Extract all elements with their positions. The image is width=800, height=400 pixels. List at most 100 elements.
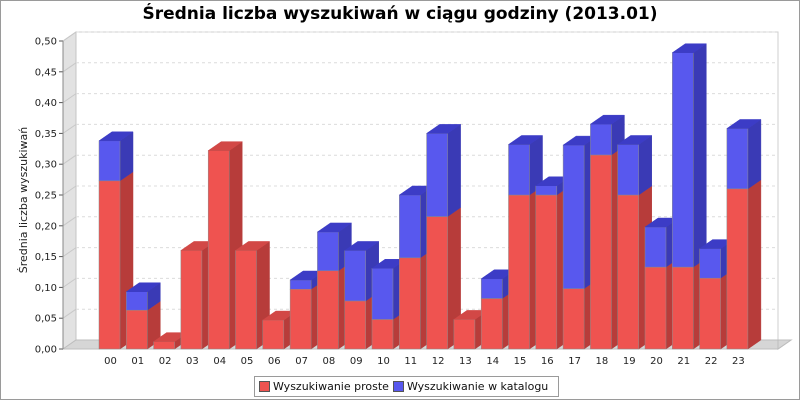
bar-00-s1	[98, 140, 121, 182]
bar-19-top	[616, 135, 653, 145]
bar-09-s1	[344, 250, 366, 302]
bar-21-s1	[672, 52, 694, 268]
legend-swatch-simple	[259, 381, 270, 392]
y-tick-label: 0,25	[35, 191, 57, 202]
legend-swatch-catalog	[392, 381, 404, 392]
y-tick-label: 0,45	[35, 67, 57, 78]
bar-08-s0	[317, 270, 339, 350]
bar-16-s1	[535, 185, 558, 196]
bar-07-s0	[289, 288, 312, 350]
bar-19-s0	[617, 194, 639, 350]
bar-05-top	[234, 241, 271, 251]
bar-19-s1-side	[638, 135, 652, 196]
legend: Wyszukiwanie proste Wyszukiwanie w katal…	[254, 376, 560, 397]
axes: 0,00 0,05 0,10 0,15 0,20 0,25 0,30 0,35 0,40 0,45…	[35, 37, 745, 368]
y-tick-label: 0,50	[35, 37, 57, 48]
bar-12-s0	[426, 216, 448, 350]
x-tick-label-03: 03	[186, 356, 199, 367]
gridline-wall	[62, 308, 77, 319]
y-tick-label: 0,30	[35, 160, 57, 171]
bar-23-s0	[726, 188, 749, 350]
gridline-wall	[62, 123, 77, 134]
bar-22-s0	[699, 277, 721, 350]
bar-23-s1	[726, 128, 749, 190]
bar-15-top	[507, 135, 544, 145]
x-tick-label-22: 22	[705, 356, 718, 367]
x-tick-label-07: 07	[295, 356, 308, 367]
y-tick-label: 0,05	[35, 314, 57, 325]
bar-series	[98, 43, 762, 350]
gridline-wall	[62, 62, 77, 73]
floor-corner	[777, 339, 793, 350]
bar-23-top	[726, 119, 762, 129]
bar-04-top	[207, 141, 244, 151]
bar-18-s1	[590, 123, 612, 156]
bar-12-top	[425, 124, 462, 134]
legend-item-simple: Wyszukiwanie proste	[259, 380, 389, 393]
bar-05-s0	[235, 250, 257, 350]
bar-04-s0	[207, 150, 230, 350]
bar-13-s0	[453, 319, 476, 350]
x-tick-label-15: 15	[514, 356, 527, 367]
y-tick-label: 0,35	[35, 129, 57, 140]
bar-01-s0	[126, 309, 148, 350]
bar-06-s0	[262, 319, 285, 350]
bar-23-s0-side	[747, 179, 762, 350]
bar-18-s0	[590, 154, 612, 350]
bar-21-s0	[672, 266, 694, 350]
gridline-wall	[62, 93, 77, 104]
bar-14-s1	[480, 278, 503, 299]
bar-17-s0	[562, 288, 585, 350]
bar-00-top	[98, 131, 134, 142]
chart-title: Średnia liczba wyszukiwań w ciągu godzin…	[142, 4, 658, 24]
gridline-wall	[62, 216, 77, 227]
bar-12-s1	[426, 133, 448, 217]
gridline-wall	[62, 31, 77, 42]
legend-item-catalog: Wyszukiwanie w katalogu	[392, 380, 548, 393]
bar-20-s1	[644, 226, 667, 268]
x-tick-label-05: 05	[241, 356, 254, 367]
bar-08-top	[316, 222, 353, 233]
bar-21-s1-side	[693, 43, 707, 268]
bar-11-s0	[399, 257, 421, 350]
x-tick-label-00: 00	[104, 356, 117, 367]
gridline-wall	[62, 277, 77, 288]
x-tick-label-10: 10	[377, 356, 390, 367]
bar-14-s0	[480, 298, 503, 350]
x-tick-label-01: 01	[131, 356, 144, 367]
x-tick-label-06: 06	[268, 356, 281, 367]
x-tick-label-23: 23	[732, 356, 745, 367]
x-tick-label-13: 13	[459, 356, 472, 367]
bar-10-s0	[371, 319, 394, 350]
x-tick-label-11: 11	[404, 356, 417, 367]
x-tick-label-16: 16	[541, 356, 554, 367]
x-tick-label-02: 02	[159, 356, 172, 367]
bar-00-s0	[98, 180, 121, 350]
bar-11-s1	[399, 194, 421, 259]
legend-label-simple: Wyszukiwanie proste	[273, 380, 389, 393]
bar-01-s1	[126, 291, 148, 311]
x-tick-label-04: 04	[213, 356, 226, 367]
bar-10-s1	[371, 268, 394, 320]
gridline-wall	[62, 185, 77, 196]
bar-08-s1	[317, 231, 339, 272]
bar-02-s0	[153, 341, 175, 350]
bar-09-top	[343, 241, 380, 251]
x-tick-label-19: 19	[623, 356, 636, 367]
bar-17-s1	[562, 144, 585, 289]
y-tick-label: 0,10	[35, 283, 57, 294]
y-tick-label: 0,15	[35, 252, 57, 263]
bar-22-s1	[699, 248, 721, 279]
bar-07-s1	[289, 279, 312, 290]
bar-03-s0	[180, 250, 203, 350]
bar-12-s1-side	[447, 123, 461, 218]
gridline-wall	[62, 154, 77, 165]
bar-15-s1	[508, 144, 530, 196]
x-tick-label-14: 14	[486, 356, 499, 367]
x-tick-label-08: 08	[323, 356, 336, 367]
x-tick-label-20: 20	[650, 356, 663, 367]
x-tick-label-09: 09	[350, 356, 363, 367]
y-tick-label: 0,20	[35, 221, 57, 232]
bar-15-s0	[508, 194, 530, 350]
x-tick-label-12: 12	[432, 356, 445, 367]
